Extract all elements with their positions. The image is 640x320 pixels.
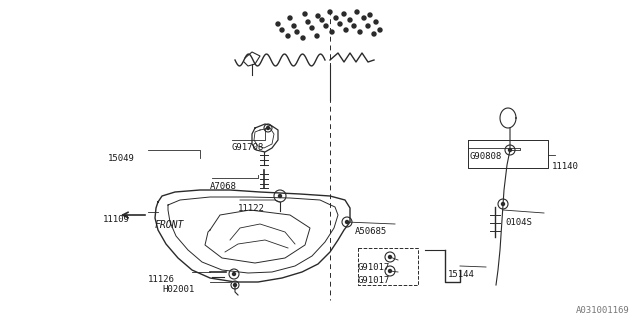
Circle shape [348, 18, 352, 22]
Circle shape [372, 32, 376, 36]
Circle shape [306, 20, 310, 24]
Text: H02001: H02001 [162, 285, 195, 294]
Circle shape [316, 14, 320, 18]
Text: G91017: G91017 [358, 276, 390, 285]
Circle shape [288, 16, 292, 20]
Text: G91017: G91017 [358, 263, 390, 272]
Circle shape [315, 34, 319, 38]
Text: 0104S: 0104S [505, 218, 532, 227]
Circle shape [234, 284, 237, 286]
Circle shape [334, 16, 338, 20]
Circle shape [310, 26, 314, 30]
Text: A031001169: A031001169 [576, 306, 630, 315]
Circle shape [266, 126, 269, 130]
Circle shape [292, 24, 296, 28]
Text: 11109: 11109 [103, 215, 130, 224]
Circle shape [355, 10, 359, 14]
Circle shape [366, 24, 370, 28]
Circle shape [303, 12, 307, 16]
Text: A50685: A50685 [355, 227, 387, 236]
Circle shape [362, 16, 366, 20]
Circle shape [330, 30, 334, 34]
Text: 15144: 15144 [448, 270, 475, 279]
Circle shape [358, 30, 362, 34]
Circle shape [388, 255, 392, 259]
Circle shape [276, 22, 280, 26]
Circle shape [344, 28, 348, 32]
Circle shape [388, 269, 392, 273]
Text: G91708: G91708 [232, 143, 264, 152]
Circle shape [278, 195, 282, 197]
Circle shape [342, 12, 346, 16]
Circle shape [509, 148, 511, 151]
Circle shape [374, 20, 378, 24]
Circle shape [328, 10, 332, 14]
Text: 11140: 11140 [552, 162, 579, 171]
Text: 11126: 11126 [148, 275, 175, 284]
Circle shape [232, 273, 236, 276]
Circle shape [502, 203, 504, 205]
Text: A7068: A7068 [210, 182, 237, 191]
Circle shape [286, 34, 290, 38]
Circle shape [338, 22, 342, 26]
Circle shape [295, 30, 299, 34]
Text: 11122: 11122 [238, 204, 265, 213]
Circle shape [301, 36, 305, 40]
Text: G90808: G90808 [470, 152, 502, 161]
Circle shape [368, 13, 372, 17]
Circle shape [280, 28, 284, 32]
Circle shape [346, 220, 349, 223]
Text: 15049: 15049 [108, 154, 135, 163]
Circle shape [320, 18, 324, 22]
Text: FRONT: FRONT [155, 220, 184, 230]
Circle shape [352, 24, 356, 28]
Circle shape [378, 28, 382, 32]
Circle shape [324, 24, 328, 28]
